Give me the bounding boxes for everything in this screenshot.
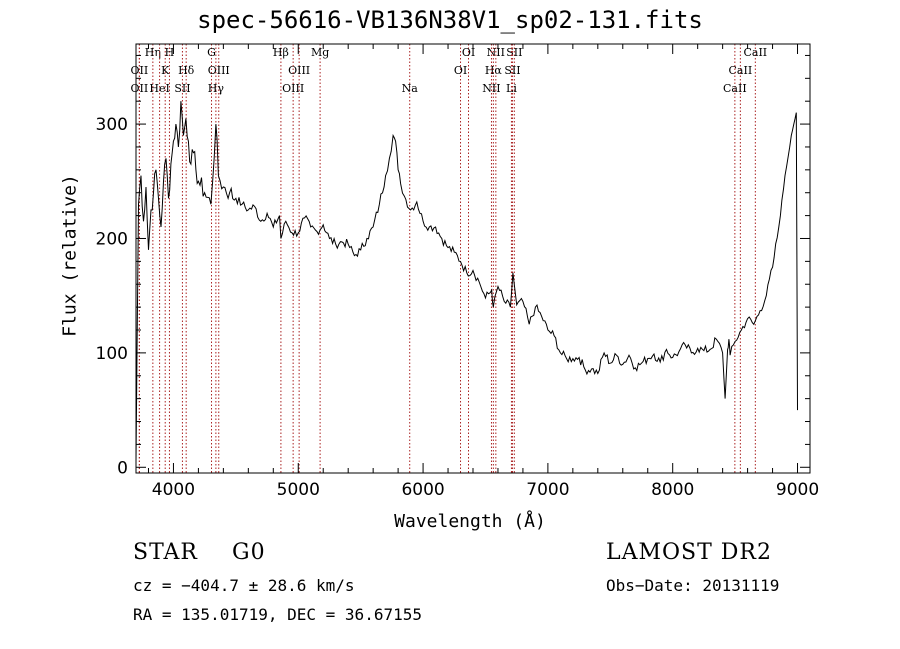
y-tick-label: 100 (96, 344, 128, 364)
line-label: Hα (485, 64, 503, 77)
line-label: G (207, 46, 216, 59)
sky-coordinates: RA = 135.01719, DEC = 36.67155 (133, 605, 422, 624)
line-label: Li (506, 82, 517, 95)
line-label: K (161, 64, 170, 77)
y-tick-label: 300 (96, 115, 128, 135)
line-label: OI (454, 64, 467, 77)
x-axis-label: Wavelength (Å) (394, 511, 546, 532)
x-tick-label: 8000 (651, 480, 694, 500)
classification: STAR G0 (133, 540, 266, 565)
line-label: CaII (723, 82, 747, 95)
line-label: SII (504, 64, 520, 77)
chart-title: spec-56616-VB136N38V1_sp02-131.fits (197, 6, 703, 34)
line-label: OI (462, 46, 475, 59)
line-label: H (165, 46, 175, 59)
y-tick-label: 0 (117, 458, 128, 478)
line-label: CaII (743, 46, 767, 59)
plot-frame (135, 43, 811, 474)
survey-name: LAMOST DR2 (606, 540, 772, 565)
line-label: OII (131, 82, 149, 95)
x-tick-label: 6000 (401, 480, 444, 500)
line-label: Hβ (273, 46, 289, 59)
spectral-subclass: G0 (232, 540, 266, 565)
x-tick-label: 5000 (277, 480, 320, 500)
x-tick-label: 9000 (776, 480, 819, 500)
line-label: Mg (311, 46, 329, 59)
y-tick-label: 200 (96, 229, 128, 249)
line-label: OII (131, 64, 149, 77)
line-label: Hγ (208, 82, 225, 95)
x-tick-label: 7000 (526, 480, 569, 500)
line-label: OIII (288, 64, 310, 77)
line-label: NII (487, 46, 505, 59)
object-class: STAR (133, 540, 198, 565)
line-label: HeI (149, 82, 169, 95)
line-label: NII (482, 82, 500, 95)
spectrum-line (135, 101, 798, 462)
redshift-velocity: cz = −404.7 ± 28.6 km/s (133, 576, 355, 595)
line-label: SII (174, 82, 190, 95)
line-label: OIII (282, 82, 304, 95)
line-label: CaII (729, 64, 753, 77)
line-label: OIII (208, 64, 230, 77)
line-label: Hδ (178, 64, 195, 77)
line-label: SII (506, 46, 522, 59)
line-label: Hη (145, 46, 161, 59)
y-axis-label: Flux (relative) (59, 174, 81, 337)
line-label: Na (402, 82, 419, 95)
observation-date: Obs−Date: 20131119 (606, 576, 780, 595)
x-tick-label: 4000 (152, 480, 195, 500)
